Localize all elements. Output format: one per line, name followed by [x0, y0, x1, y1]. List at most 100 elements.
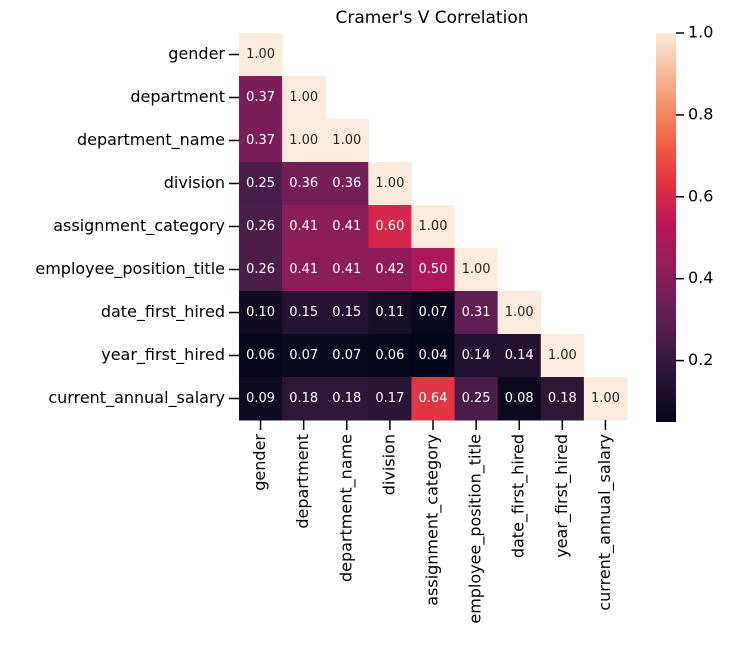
colorbar-tick-label: 0.6 — [688, 186, 713, 205]
cell-label: 0.06 — [375, 348, 404, 363]
heatmap-cell — [540, 377, 585, 421]
heatmap-cell — [239, 248, 283, 292]
cell-label: 0.06 — [246, 348, 275, 363]
y-tick-label: department — [130, 87, 225, 106]
cell-label: 0.15 — [289, 305, 318, 320]
cell-label: 1.00 — [548, 348, 577, 363]
colorbar-tick-label: 0.2 — [688, 350, 713, 369]
heatmap-cell — [282, 205, 326, 249]
cell-label: 0.41 — [332, 219, 361, 234]
colorbar-tick-label: 0.8 — [688, 104, 713, 123]
cell-label: 0.07 — [419, 305, 448, 320]
heatmap-cell — [282, 119, 326, 163]
heatmap-cell — [239, 334, 283, 378]
heatmap-cell — [540, 334, 585, 378]
heatmap-cell — [325, 162, 369, 206]
heatmap-cell — [325, 205, 369, 249]
heatmap-cell — [325, 334, 369, 378]
heatmap-cell — [411, 291, 456, 335]
cell-label: 0.14 — [462, 348, 491, 363]
cell-label: 0.26 — [246, 219, 275, 234]
cell-label: 0.18 — [289, 391, 318, 406]
heatmap-cell — [325, 119, 369, 163]
cell-label: 0.42 — [375, 262, 404, 277]
cell-label: 0.15 — [332, 305, 361, 320]
x-tick-label: department_name — [336, 434, 356, 582]
cell-label: 1.00 — [332, 133, 361, 148]
cell-label: 0.60 — [375, 219, 404, 234]
cell-label: 0.64 — [419, 391, 448, 406]
colorbar-tick-label: 0.4 — [688, 268, 713, 287]
y-tick-label: department_name — [77, 130, 225, 150]
heatmap-cell — [368, 248, 412, 292]
colorbar-tick-label: 1.0 — [688, 23, 713, 42]
heatmap-cell — [454, 334, 499, 378]
heatmap-cell — [411, 205, 456, 249]
heatmap-cell — [454, 377, 499, 421]
y-tick-label: employee_position_title — [35, 259, 225, 279]
x-tick-label: department — [293, 434, 312, 529]
cell-label: 1.00 — [505, 305, 534, 320]
heatmap-cell — [282, 162, 326, 206]
cell-label: 0.26 — [246, 262, 275, 277]
heatmap-cell — [411, 334, 456, 378]
heatmap-cell — [368, 291, 412, 335]
cell-label: 1.00 — [289, 133, 318, 148]
cell-label: 0.18 — [332, 391, 361, 406]
cell-label: 0.37 — [246, 133, 275, 148]
heatmap-cell — [583, 377, 628, 421]
cell-label: 1.00 — [246, 47, 275, 62]
heatmap-cell — [368, 377, 412, 421]
cell-label: 0.50 — [419, 262, 448, 277]
heatmap-cell — [239, 119, 283, 163]
heatmap-cell — [454, 248, 499, 292]
heatmap-cell — [454, 291, 499, 335]
cell-label: 1.00 — [289, 90, 318, 105]
heatmap-cell — [239, 76, 283, 120]
cell-label: 0.18 — [548, 391, 577, 406]
heatmap-cell — [239, 291, 283, 335]
x-tick-label: gender — [250, 434, 269, 491]
cell-label: 0.14 — [505, 348, 534, 363]
heatmap-cell — [282, 291, 326, 335]
chart-title: Cramer's V Correlation — [336, 8, 529, 28]
heatmap-cell — [325, 248, 369, 292]
cell-label: 0.41 — [332, 262, 361, 277]
cell-label: 0.41 — [289, 262, 318, 277]
heatmap-cell — [239, 33, 283, 77]
heatmap-cell — [282, 76, 326, 120]
cell-label: 0.17 — [375, 391, 404, 406]
colorbar — [656, 33, 676, 422]
heatmap-cell — [368, 205, 412, 249]
heatmap-cell — [239, 205, 283, 249]
cell-label: 0.07 — [332, 348, 361, 363]
y-tick-label: division — [164, 173, 225, 192]
heatmap-cell — [239, 162, 283, 206]
heatmap-cell — [282, 248, 326, 292]
heatmap-cell — [239, 377, 283, 421]
heatmap-cell — [325, 291, 369, 335]
cell-label: 0.10 — [246, 305, 275, 320]
heatmap-cell — [411, 248, 456, 292]
cell-label: 0.25 — [462, 391, 491, 406]
heatmap-cell — [368, 334, 412, 378]
cell-label: 0.09 — [246, 391, 275, 406]
cell-label: 0.31 — [462, 305, 491, 320]
heatmap-cell — [282, 377, 326, 421]
heatmap-cell — [497, 377, 542, 421]
y-tick-label: date_first_hired — [101, 302, 225, 322]
x-tick-label: year_first_hired — [552, 434, 572, 558]
y-tick-label: year_first_hired — [101, 345, 225, 365]
heatmap-cell — [497, 291, 542, 335]
heatmap-cell — [282, 334, 326, 378]
y-tick-label: gender — [168, 44, 225, 63]
y-tick-label: assignment_category — [53, 216, 225, 236]
cell-label: 0.11 — [375, 305, 404, 320]
cell-label: 0.36 — [332, 176, 361, 191]
x-tick-label: employee_position_title — [466, 434, 486, 624]
cell-label: 0.36 — [289, 176, 318, 191]
cell-label: 0.04 — [419, 348, 448, 363]
cell-label: 0.37 — [246, 90, 275, 105]
x-tick-label: division — [379, 434, 398, 495]
